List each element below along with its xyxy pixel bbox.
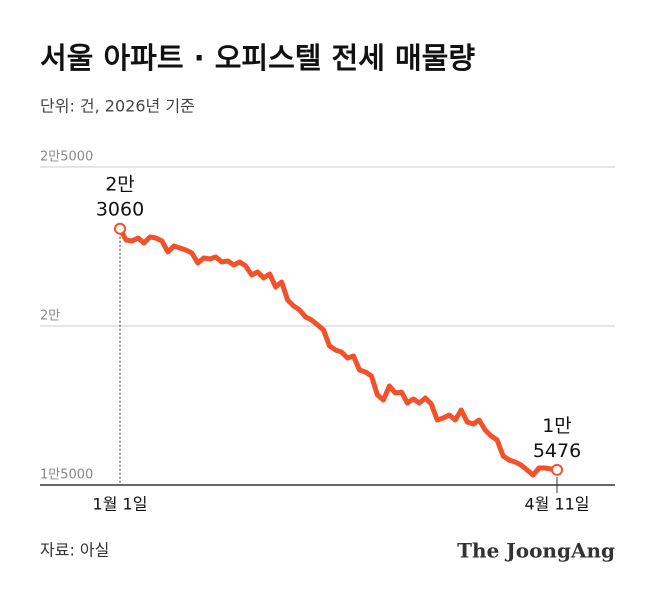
data-label-line: 1만 (542, 414, 572, 436)
x-tick-label: 1월 1일 (93, 495, 148, 514)
data-line (117, 227, 558, 478)
data-label: 2만 3060 (96, 173, 144, 220)
data-label-line: 5476 (533, 439, 581, 461)
x-tick-label: 4월 11일 (524, 495, 589, 514)
chart-title: 서울 아파트 · 오피스텔 전세 매물량 (40, 41, 475, 75)
data-label: 1만 5476 (533, 414, 581, 461)
y-tick-label: 2만 (40, 309, 60, 324)
data-point (114, 222, 126, 235)
source: 자료: 아실 (40, 541, 109, 560)
y-tick-label: 2만5000 (40, 150, 93, 165)
data-point (551, 463, 563, 476)
data-label-line: 3060 (96, 198, 144, 220)
brand: The JoongAng (457, 539, 615, 563)
data-label-line: 2만 (105, 173, 135, 195)
chart-subtitle: 단위: 건, 2026년 기준 (40, 97, 195, 116)
y-tick-label: 1만5000 (40, 468, 93, 483)
